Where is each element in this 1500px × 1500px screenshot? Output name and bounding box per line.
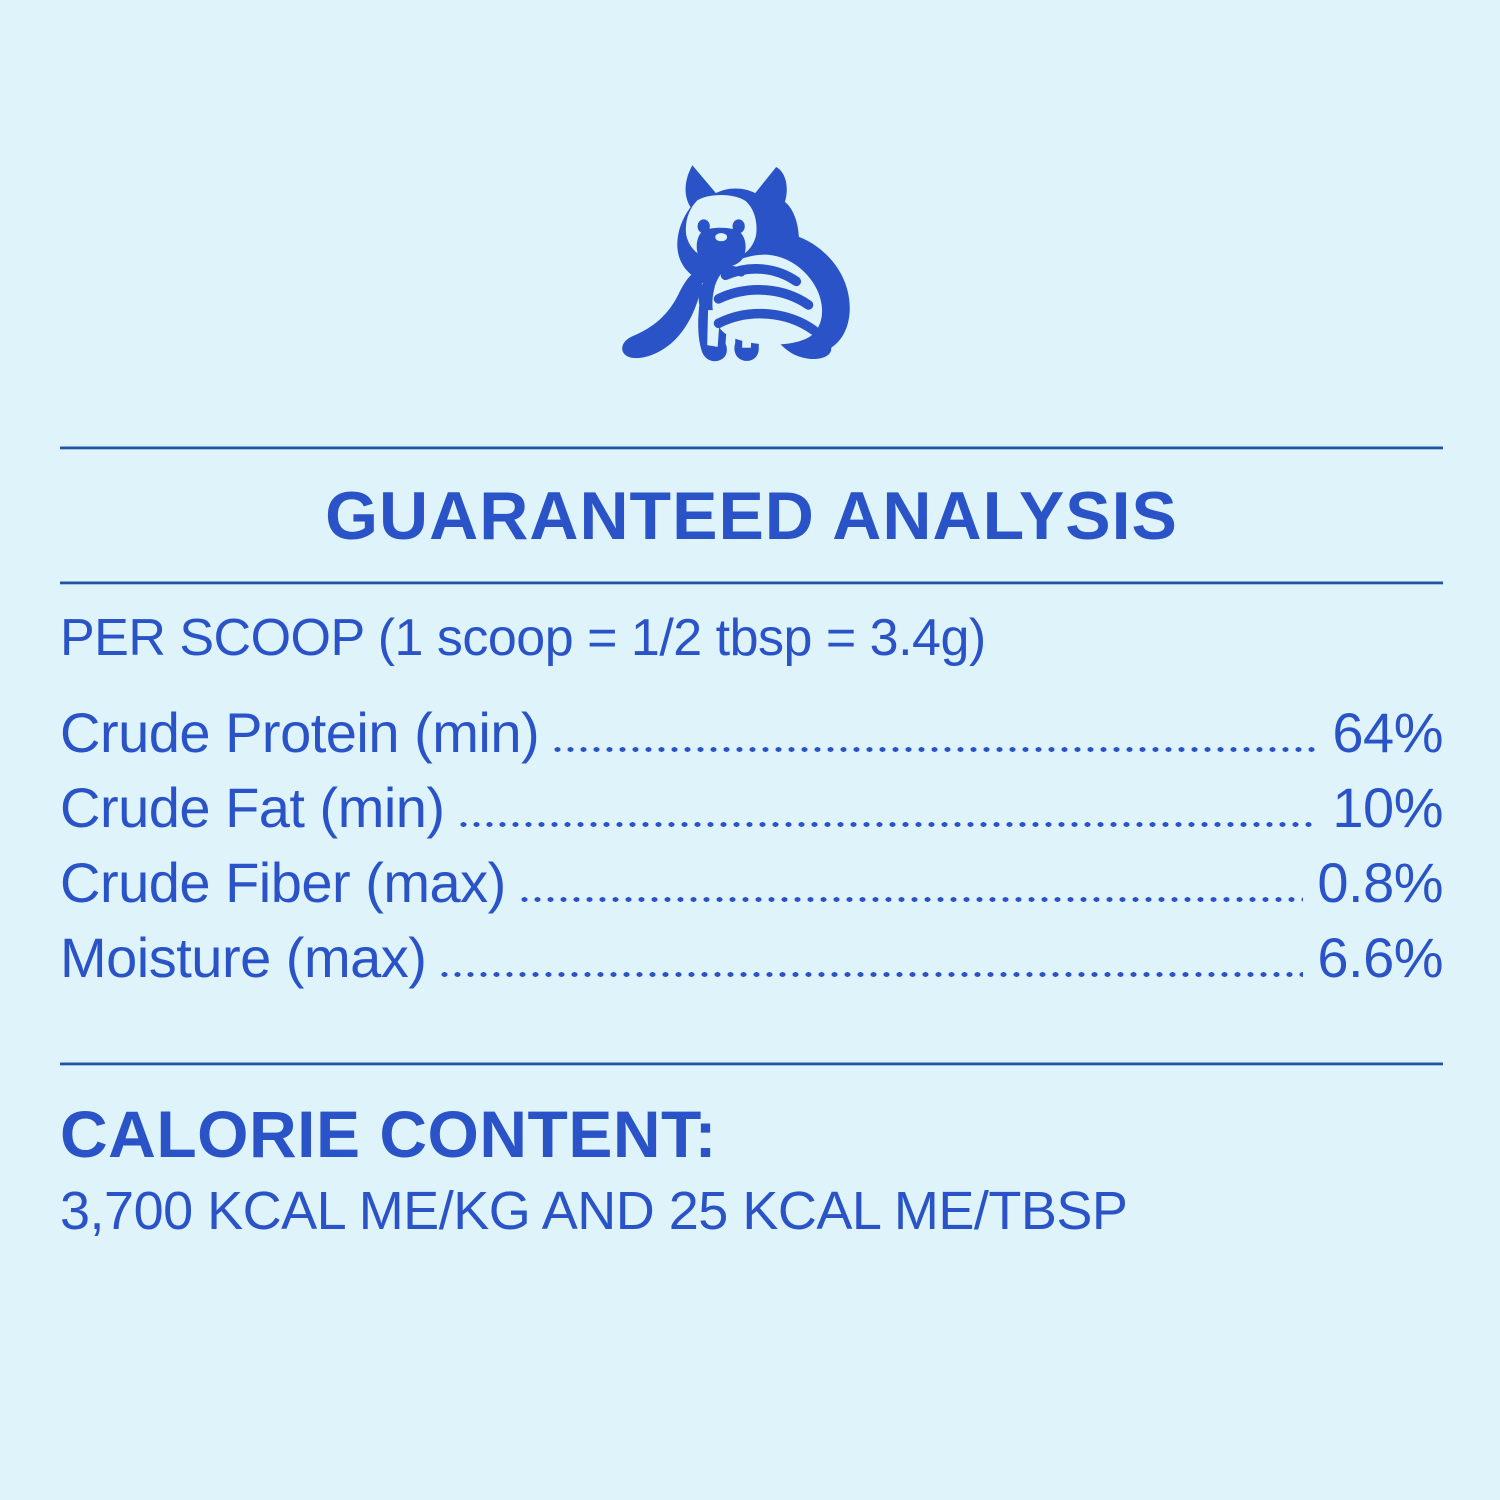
nutrient-label: Crude Fiber (max) (60, 851, 506, 914)
table-row: Crude Protein (min) 64% (60, 700, 1443, 775)
divider-under-title (60, 581, 1443, 585)
table-row: Crude Fat (min) 10% (60, 775, 1443, 850)
table-row: Crude Fiber (max) 0.8% (60, 850, 1443, 925)
nutrient-value: 6.6% (1317, 926, 1443, 989)
nutrient-label: Moisture (max) (60, 926, 427, 989)
nutrient-value: 0.8% (1317, 851, 1443, 914)
divider-above-calories (60, 1062, 1443, 1066)
title-band: GUARANTEED ANALYSIS (60, 450, 1443, 581)
nutrient-label: Crude Protein (min) (60, 701, 540, 764)
table-row: Moisture (max) 6.6% (60, 925, 1443, 1000)
divider-top (60, 446, 1443, 450)
dotted-leader (517, 897, 1304, 902)
dotted-leader (551, 747, 1319, 752)
page-title: GUARANTEED ANALYSIS (325, 477, 1178, 554)
nutrient-value: 64% (1332, 701, 1443, 764)
calorie-content-heading: CALORIE CONTENT: (60, 1097, 717, 1171)
serving-size-line: PER SCOOP (1 scoop = 1/2 tbsp = 3.4g) (60, 609, 986, 667)
nutrient-label: Crude Fat (min) (60, 776, 445, 839)
analysis-table: Crude Protein (min) 64% Crude Fat (min) … (60, 700, 1443, 1000)
dotted-leader (438, 972, 1304, 977)
french-bulldog-icon (622, 165, 850, 362)
dotted-leader (456, 822, 1319, 827)
nutrient-value: 10% (1332, 776, 1443, 839)
calorie-content-detail: 3,700 KCAL ME/KG AND 25 KCAL ME/TBSP (60, 1181, 1128, 1241)
